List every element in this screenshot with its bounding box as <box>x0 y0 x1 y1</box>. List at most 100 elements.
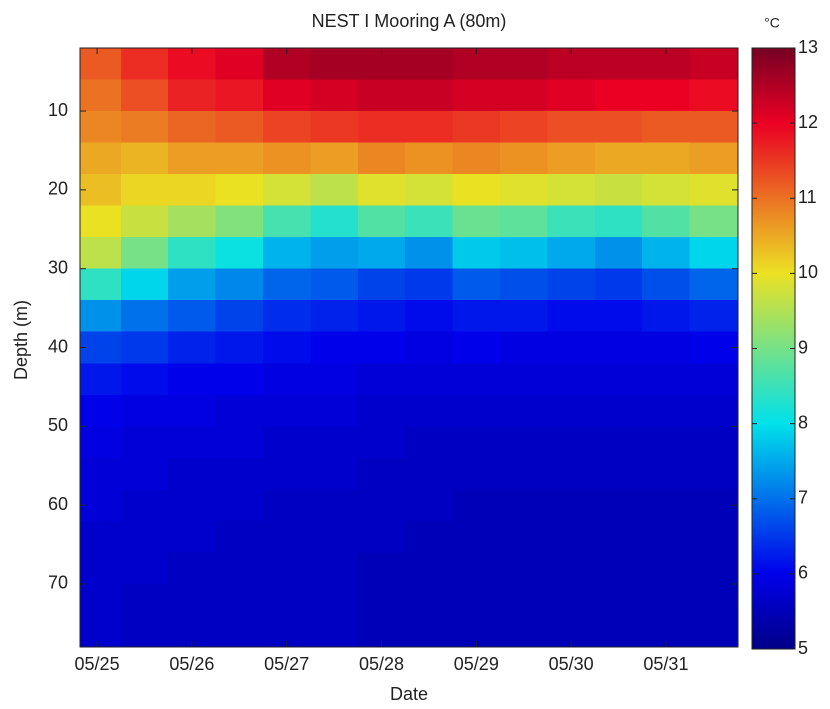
heat-cell <box>500 583 549 617</box>
heat-cell <box>80 426 122 459</box>
heat-cell <box>689 48 739 81</box>
heat-cell <box>689 331 739 364</box>
heat-cell <box>547 237 596 270</box>
heat-cell <box>500 174 549 207</box>
heat-cell <box>452 268 501 301</box>
x-tick-label: 05/31 <box>643 654 688 674</box>
heat-cell <box>168 205 217 238</box>
heat-cell <box>310 331 359 364</box>
heat-cell <box>500 489 549 522</box>
heat-cell <box>120 520 169 554</box>
heat-cell <box>357 394 406 427</box>
colorbar-tick-label: 8 <box>798 412 808 432</box>
heat-cell <box>642 489 691 522</box>
heat-cell <box>500 48 549 81</box>
heat-cell <box>168 583 217 617</box>
heat-cell <box>168 237 217 270</box>
heat-cell <box>452 174 501 207</box>
heat-cell <box>215 237 264 270</box>
heat-cell <box>594 394 643 427</box>
heat-cell <box>215 268 264 301</box>
heat-cell <box>120 268 169 301</box>
heat-cell <box>405 268 454 301</box>
heat-cell <box>689 300 739 333</box>
y-tick-label: 50 <box>48 415 68 435</box>
heat-cell <box>452 205 501 238</box>
heat-cell <box>120 79 169 112</box>
colorbar-tick-label: 9 <box>798 337 808 357</box>
heat-cell <box>310 457 359 490</box>
heat-cell <box>215 583 264 617</box>
heat-cell <box>594 48 643 81</box>
heat-cell <box>642 457 691 490</box>
heat-cell <box>500 237 549 270</box>
heat-cell <box>547 363 596 396</box>
heat-cell <box>310 583 359 617</box>
heat-cell <box>452 237 501 270</box>
heat-cell <box>500 426 549 459</box>
heat-cell <box>262 174 311 207</box>
heat-cell <box>405 583 454 617</box>
heat-cell <box>215 331 264 364</box>
heatmap-cells <box>80 48 739 648</box>
x-tick-label: 05/30 <box>549 654 594 674</box>
heat-cell <box>452 331 501 364</box>
heat-cell <box>642 394 691 427</box>
heat-cell <box>547 583 596 617</box>
heat-cell <box>547 205 596 238</box>
heat-cell <box>405 489 454 522</box>
heat-cell <box>405 394 454 427</box>
heat-cell <box>689 268 739 301</box>
heat-cell <box>215 426 264 459</box>
heat-cell <box>452 552 501 585</box>
heat-cell <box>80 520 122 554</box>
heat-cell <box>215 174 264 207</box>
heat-cell <box>215 394 264 427</box>
heat-cell <box>310 552 359 585</box>
heat-cell <box>80 457 122 490</box>
heat-cell <box>689 426 739 459</box>
heat-cell <box>262 394 311 427</box>
heat-cell <box>310 174 359 207</box>
heat-cell <box>594 331 643 364</box>
x-tick-label: 05/25 <box>75 654 120 674</box>
heat-cell <box>594 583 643 617</box>
heat-cell <box>452 363 501 396</box>
heat-cell <box>310 615 359 648</box>
heat-cell <box>80 205 122 238</box>
heat-cell <box>80 394 122 427</box>
heat-cell <box>215 300 264 333</box>
heat-cell <box>262 457 311 490</box>
heat-cell <box>262 268 311 301</box>
heat-cell <box>405 142 454 175</box>
heat-cell <box>642 426 691 459</box>
heat-cell <box>547 457 596 490</box>
heat-cell <box>120 394 169 427</box>
y-tick-label: 20 <box>48 179 68 199</box>
heat-cell <box>689 142 739 175</box>
y-tick-label: 60 <box>48 494 68 514</box>
heat-cell <box>405 331 454 364</box>
heat-cell <box>262 79 311 112</box>
colorbar-tick-label: 6 <box>798 563 808 583</box>
heat-cell <box>120 174 169 207</box>
heat-cell <box>80 552 122 585</box>
heat-cell <box>168 426 217 459</box>
heat-cell <box>80 363 122 396</box>
heat-cell <box>262 142 311 175</box>
heat-cell <box>80 268 122 301</box>
heat-cell <box>120 237 169 270</box>
heat-cell <box>168 331 217 364</box>
heat-cell <box>642 174 691 207</box>
heat-cell <box>168 300 217 333</box>
heat-cell <box>310 520 359 554</box>
heat-cell <box>500 79 549 112</box>
heat-cell <box>594 363 643 396</box>
heat-cell <box>547 268 596 301</box>
x-axis-label: Date <box>390 684 428 704</box>
y-tick-label: 10 <box>48 100 68 120</box>
heat-cell <box>594 300 643 333</box>
heat-cell <box>215 142 264 175</box>
heat-cell <box>262 552 311 585</box>
heat-cell <box>168 268 217 301</box>
